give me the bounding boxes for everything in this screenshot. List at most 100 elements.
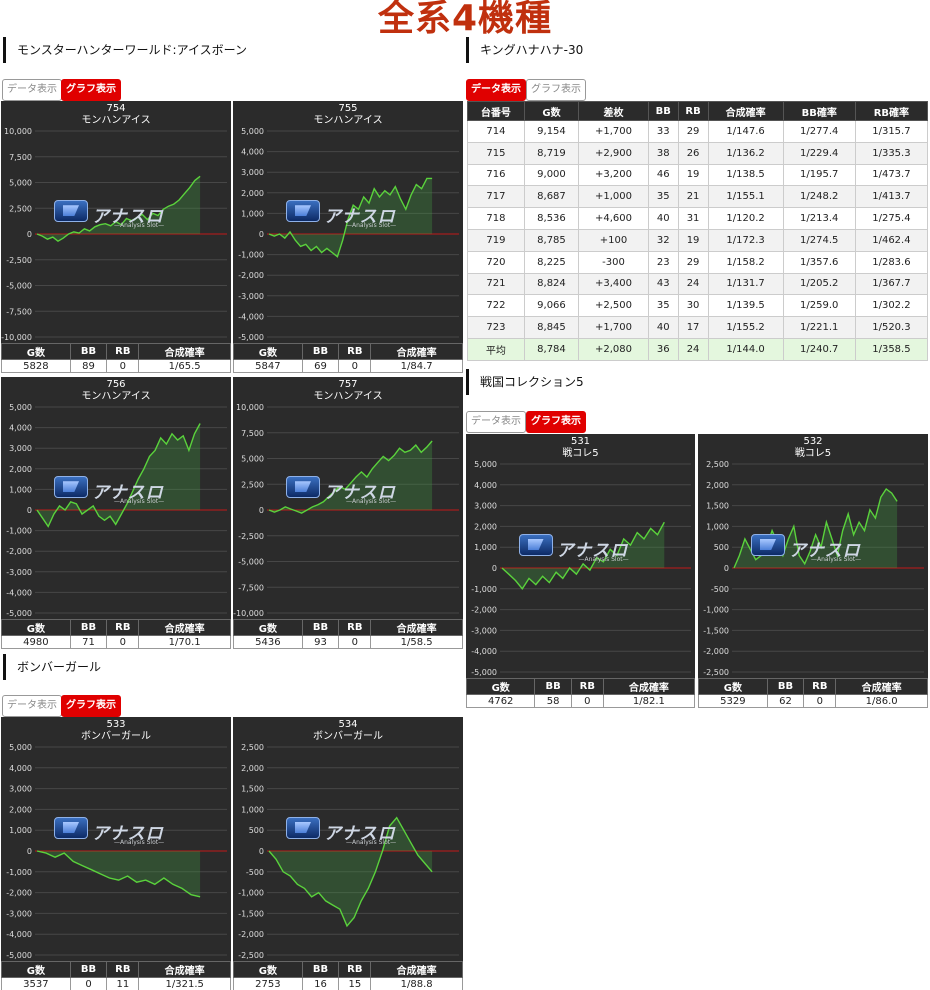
- hanahana-data-table: 台番号 G数 差枚 BB RB 合成確率 BB確率 RB確率 714 9,154 +1,700 33…: [467, 101, 929, 361]
- machine-name: 戦コレ5: [562, 448, 599, 459]
- y-tick-label: -1,000: [238, 251, 264, 260]
- bb-header: BB: [69, 619, 108, 636]
- table-row: 716 9,000 +3,200 46 19 1/138.5 1/195.7 1/473.7: [467, 163, 929, 187]
- y-tick-label: 5,000: [474, 460, 497, 469]
- machine-number: 531: [570, 436, 591, 447]
- table-row: 718 8,536 +4,600 40 31 1/120.2 1/213.4 1/275.4: [467, 207, 929, 230]
- logo-emblem-icon: [518, 533, 553, 556]
- y-tick-label: 5,000: [241, 455, 264, 464]
- g-header: G数: [233, 961, 303, 978]
- y-tick-label: -1,000: [703, 606, 729, 615]
- graph-view-button[interactable]: グラフ表示: [526, 411, 586, 433]
- column-header: 差枚: [578, 101, 649, 121]
- combined-rate-value: 1/82.1: [602, 694, 696, 708]
- bb-value: 69: [301, 359, 340, 373]
- average-cell: 1/144.0: [707, 337, 784, 361]
- summary-table: G数 BB RB 合成確率 4762 58 0 1/82.1: [465, 678, 696, 708]
- table-cell: 1/172.3: [707, 228, 784, 252]
- y-tick-label: 2,500: [9, 204, 32, 213]
- y-tick-label: -2,500: [703, 668, 729, 677]
- chart-area: [37, 176, 201, 242]
- g-value: 5436: [233, 635, 303, 649]
- section-heading-hanahana: キングハナハナ-30: [466, 37, 926, 63]
- y-tick-label: -2,000: [6, 889, 32, 898]
- graph-view-button[interactable]: グラフ表示: [61, 695, 121, 717]
- table-cell: 17: [677, 316, 709, 339]
- y-tick-label: 500: [249, 826, 264, 835]
- average-cell: 1/358.5: [854, 337, 929, 361]
- table-cell: 46: [647, 163, 679, 187]
- logo-emblem-icon: [286, 200, 320, 223]
- rb-header: RB: [106, 961, 140, 978]
- table-cell: 1/367.7: [854, 272, 929, 296]
- machine-name: モンハンアイス: [313, 391, 383, 402]
- average-cell: +2,080: [578, 337, 649, 361]
- table-cell: 722: [467, 294, 525, 318]
- data-view-button[interactable]: データ表示: [2, 79, 62, 101]
- combined-rate-value: 1/321.5: [138, 977, 231, 990]
- data-view-button[interactable]: データ表示: [2, 695, 62, 717]
- y-tick-label: -5,000: [238, 558, 264, 567]
- y-tick-label: -2,000: [703, 647, 729, 656]
- g-header: G数: [233, 343, 303, 360]
- line-chart: 2,500 2,000 1,500 1,000 500 0 -500 -1,000 -1,500…: [238, 743, 459, 960]
- table-row: 714 9,154 +1,700 33 29 1/147.6 1/277.4 1/315.7: [467, 120, 929, 143]
- logo-subtext: —Analysis Slot—: [346, 838, 397, 846]
- rb-header: RB: [570, 678, 604, 695]
- bb-header: BB: [301, 619, 340, 636]
- table-cell: +3,400: [578, 272, 649, 296]
- y-tick-label: -2,000: [6, 547, 32, 556]
- y-tick-label: -2,000: [471, 606, 497, 615]
- column-header: 台番号: [467, 101, 525, 121]
- y-tick-label: 5,000: [9, 743, 32, 752]
- y-tick-label: -3,000: [6, 568, 32, 577]
- table-cell: 1/155.2: [707, 316, 784, 339]
- graph-title: 531 戦コレ5: [466, 434, 695, 460]
- combined-rate-header: 合成確率: [370, 961, 463, 978]
- rb-header: RB: [338, 343, 372, 360]
- y-tick-label: 7,500: [241, 429, 264, 438]
- y-tick-label: -5,000: [6, 609, 32, 618]
- table-cell: 1/473.7: [854, 163, 929, 187]
- table-cell: 717: [467, 185, 525, 209]
- graph-panel: 757 モンハンアイス 10,000 7,500 5,000 2,500 0 -2,500 -5…: [233, 377, 463, 649]
- data-view-button[interactable]: データ表示: [466, 79, 526, 101]
- summary-table: G数 BB RB 合成確率 2753 16 15 1/88.8: [233, 961, 463, 990]
- machine-name: ボンバーガール: [81, 731, 151, 742]
- table-row: 719 8,785 +100 32 19 1/172.3 1/274.5 1/462.4: [467, 228, 929, 252]
- logo-text: アナスロ: [324, 483, 396, 504]
- machine-name: 戦コレ5: [794, 448, 832, 459]
- summary-table: G数 BB RB 合成確率 4980 71 0 1/70.1: [1, 619, 231, 649]
- data-view-button[interactable]: データ表示: [466, 411, 526, 433]
- table-cell: 718: [467, 207, 525, 230]
- y-tick-label: 5,000: [241, 127, 264, 136]
- table-cell: 1/302.2: [854, 294, 929, 318]
- table-cell: 9,066: [523, 294, 580, 318]
- section-heading-sengoku: 戦国コレクション5: [466, 369, 926, 395]
- rb-value: 0: [106, 635, 140, 649]
- logo-subtext: —Analysis Slot—: [114, 498, 165, 506]
- g-header: G数: [698, 678, 768, 695]
- table-cell: 21: [677, 185, 709, 209]
- combined-rate-header: 合成確率: [602, 678, 696, 695]
- y-tick-label: 2,000: [241, 189, 264, 198]
- chart-area: [269, 817, 433, 926]
- chart-line: [36, 850, 201, 898]
- g-value: 3537: [1, 977, 71, 990]
- chart-area: [502, 522, 665, 589]
- g-value: 2753: [233, 977, 303, 990]
- graph-title: 532 戦コレ5: [698, 434, 928, 460]
- chart-line: [268, 177, 433, 258]
- y-tick-label: -2,500: [6, 256, 32, 265]
- graph-view-button[interactable]: グラフ表示: [61, 79, 121, 101]
- graph-panel: 533 ボンバーガール 5,000 4,000 3,000 2,000 1,000 0 -1,0…: [1, 717, 231, 990]
- graph-view-button[interactable]: グラフ表示: [526, 79, 586, 101]
- combined-rate-header: 合成確率: [138, 619, 231, 636]
- bb-header: BB: [766, 678, 805, 695]
- logo-subtext: —Analysis Slot—: [114, 222, 165, 230]
- line-chart: 5,000 4,000 3,000 2,000 1,000 0 -1,000 -2,000 -3…: [6, 403, 227, 618]
- table-header-row: 台番号 G数 差枚 BB RB 合成確率 BB確率 RB確率: [467, 101, 929, 121]
- table-cell: 1/158.2: [707, 250, 784, 274]
- table-cell: 715: [467, 141, 525, 165]
- summary-table: G数 BB RB 合成確率 5329 62 0 1/86.0: [698, 678, 928, 708]
